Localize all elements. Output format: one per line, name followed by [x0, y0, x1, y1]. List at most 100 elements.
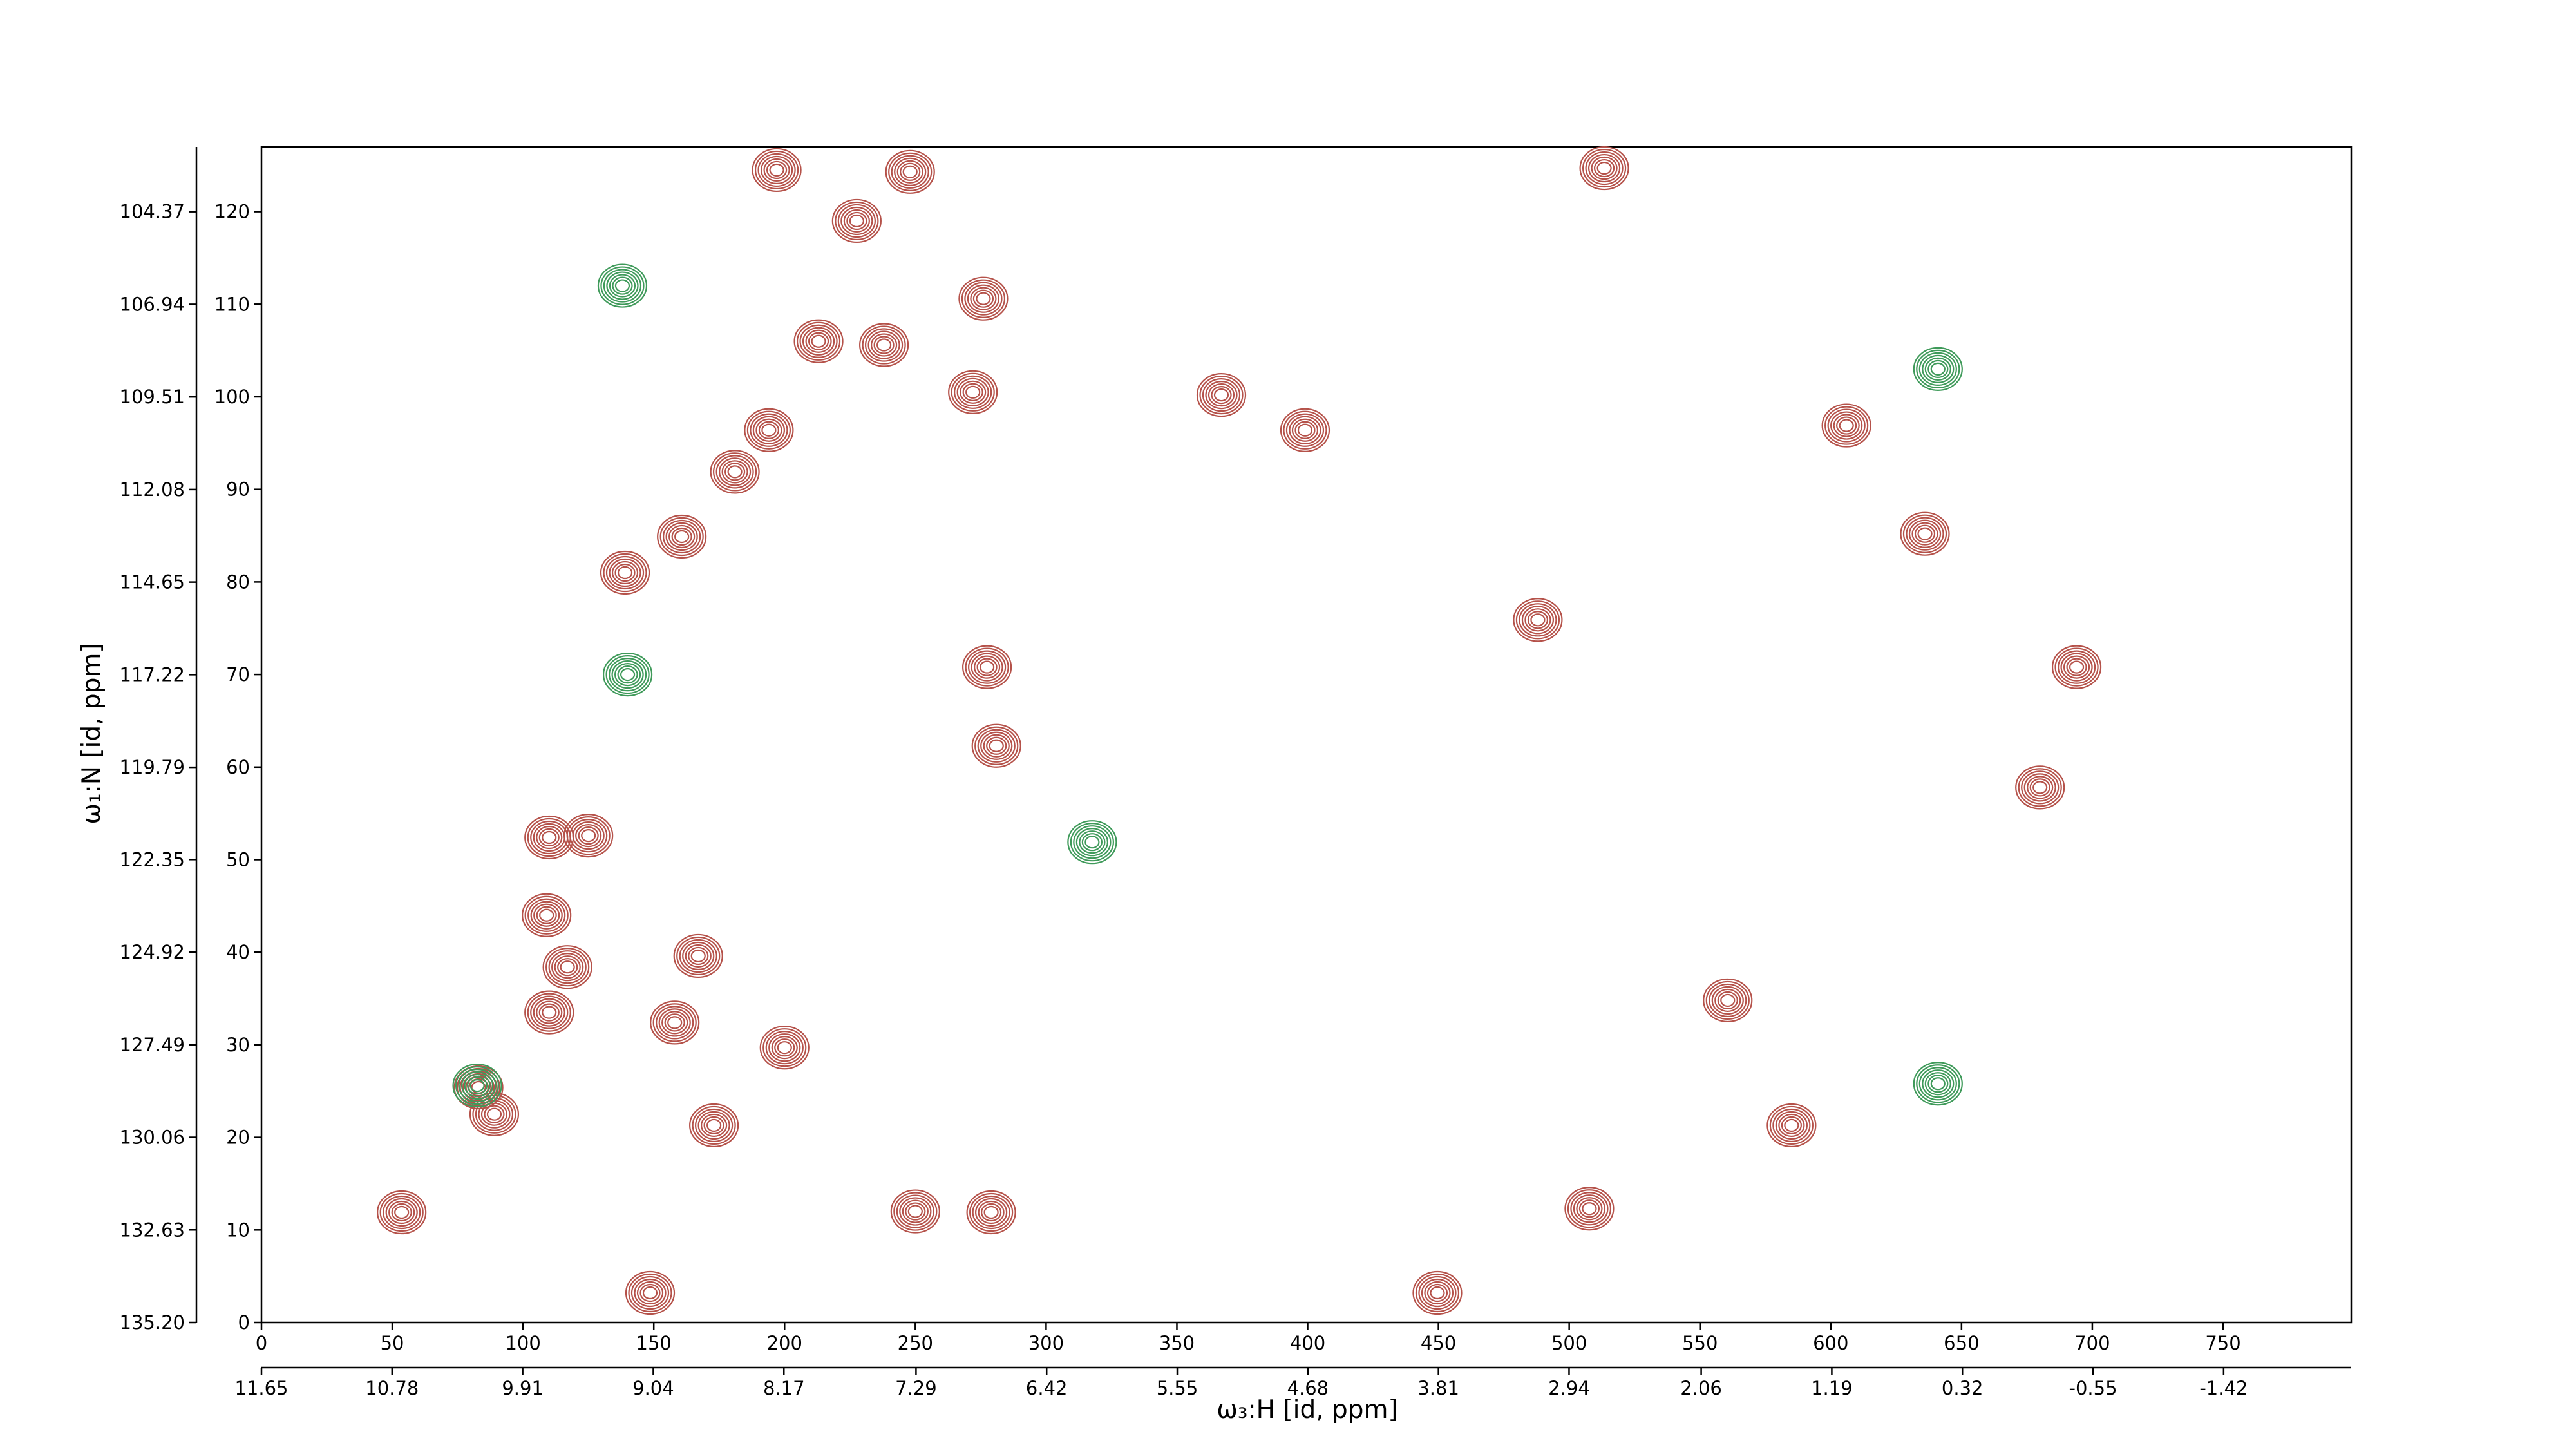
x2-tick-label: 4.68	[1287, 1377, 1329, 1399]
peak-contour	[1821, 403, 1871, 448]
peak-contour	[890, 1189, 940, 1234]
peak-contour	[759, 1026, 810, 1070]
y2-tick-label: 122.35	[120, 848, 185, 870]
x-tick-label: 400	[1290, 1332, 1325, 1354]
y2-tick-label: 135.20	[120, 1312, 185, 1333]
peak-contour	[377, 1190, 427, 1235]
y2-tick-label: 117.22	[120, 664, 185, 685]
y-tick-label: 60	[226, 756, 250, 778]
peak-contour	[650, 1000, 700, 1045]
x2-tick-label: 10.78	[365, 1377, 419, 1399]
y2-tick-label: 124.92	[120, 941, 185, 963]
x2-tick-label: 5.55	[1157, 1377, 1198, 1399]
peak-contour	[1913, 347, 1963, 391]
y-tick-label: 20	[226, 1127, 250, 1149]
peak-contour	[1280, 408, 1331, 452]
peak-contour	[453, 1065, 504, 1110]
x-tick-label: 350	[1159, 1332, 1195, 1354]
x-tick-label: 700	[2074, 1332, 2110, 1354]
y-tick-label: 90	[226, 479, 250, 501]
peak-contour	[948, 370, 998, 414]
peak-contour	[1703, 978, 1753, 1023]
peak-contour	[1766, 1103, 1817, 1148]
peak-contour	[885, 149, 935, 194]
peak-contour	[710, 450, 760, 494]
peak-contour	[522, 893, 572, 937]
peak-contour	[831, 198, 882, 244]
x2-tick-label: -0.55	[2069, 1377, 2117, 1399]
peak-contour	[673, 933, 723, 979]
x-tick-label: 750	[2205, 1332, 2240, 1354]
y2-tick-label: 114.65	[120, 571, 185, 593]
x2-tick-label: 1.19	[1811, 1377, 1853, 1399]
y-tick-label: 110	[214, 293, 250, 315]
peak-contour	[1900, 511, 1950, 556]
y2-tick-label: 104.37	[120, 201, 185, 223]
peak-contour	[600, 550, 650, 595]
x-tick-label: 500	[1551, 1332, 1587, 1354]
y2-tick-label: 112.08	[120, 479, 185, 501]
peak-contour	[966, 1190, 1016, 1235]
x-tick-label: 250	[898, 1332, 933, 1354]
y2-tick-label: 119.79	[120, 756, 185, 778]
y2-tick-label: 127.49	[120, 1034, 185, 1056]
y2-tick-label: 109.51	[120, 386, 185, 408]
peak-contour	[1513, 598, 1563, 642]
peak-contour	[2015, 765, 2065, 810]
y2-tick-label: 132.63	[120, 1219, 185, 1241]
x2-tick-label: 8.17	[763, 1377, 805, 1399]
y-tick-label: 0	[238, 1312, 250, 1333]
peak-contour	[1579, 146, 1629, 191]
y-axis-label: ω₁:N [id, ppm]	[77, 643, 106, 824]
peak-contour	[1564, 1187, 1615, 1231]
x2-tick-label: 11.65	[234, 1377, 288, 1399]
peak-contour	[958, 276, 1009, 321]
x2-tick-label: 2.94	[1548, 1377, 1590, 1399]
peak-contour	[542, 945, 592, 989]
peak-contour	[469, 1092, 520, 1136]
x2-tick-label: 6.42	[1026, 1377, 1068, 1399]
x-tick-label: 150	[636, 1332, 672, 1354]
x-tick-label: 550	[1682, 1332, 1718, 1354]
peak-contour	[564, 814, 614, 858]
x2-tick-label: 9.91	[502, 1377, 544, 1399]
peak-contour	[752, 148, 802, 193]
x2-tick-label: -1.42	[2199, 1377, 2248, 1399]
y-tick-label: 50	[226, 848, 250, 870]
x-tick-label: 450	[1421, 1332, 1456, 1354]
peak-contour	[689, 1103, 739, 1148]
x-axis-label: ω₃:H [id, ppm]	[1217, 1395, 1397, 1424]
x-tick-label: 600	[1813, 1332, 1848, 1354]
peak-contour	[962, 645, 1012, 689]
peak-contour	[744, 408, 794, 452]
peak-contour	[1412, 1270, 1463, 1315]
y-tick-label: 80	[226, 571, 250, 593]
y-tick-label: 70	[226, 664, 250, 685]
y-tick-label: 30	[226, 1034, 250, 1056]
x-tick-label: 650	[1944, 1332, 1979, 1354]
peak-contour	[793, 319, 844, 363]
peak-contour	[2051, 645, 2102, 689]
x-tick-label: 100	[505, 1332, 540, 1354]
y-tick-label: 40	[226, 941, 250, 963]
y2-tick-label: 106.94	[120, 293, 185, 315]
peak-contour	[524, 990, 574, 1035]
y-tick-label: 120	[214, 201, 250, 223]
plot-frame	[260, 146, 2353, 1324]
peak-contour	[1913, 1062, 1963, 1106]
x2-tick-label: 0.32	[1942, 1377, 1984, 1399]
x-tick-label: 0	[256, 1332, 267, 1354]
peak-contour	[1067, 820, 1117, 865]
y-tick-label: 100	[214, 386, 250, 408]
peak-contour	[524, 815, 574, 860]
x2-tick-label: 2.06	[1680, 1377, 1722, 1399]
peak-contour	[859, 323, 909, 367]
x-tick-label: 300	[1028, 1332, 1064, 1354]
y-tick-label: 10	[226, 1219, 250, 1241]
peak-contour	[971, 723, 1021, 768]
x2-tick-label: 9.04	[632, 1377, 674, 1399]
peak-contour	[597, 263, 648, 308]
peak-contour	[602, 652, 653, 697]
peak-contour	[452, 1064, 502, 1108]
